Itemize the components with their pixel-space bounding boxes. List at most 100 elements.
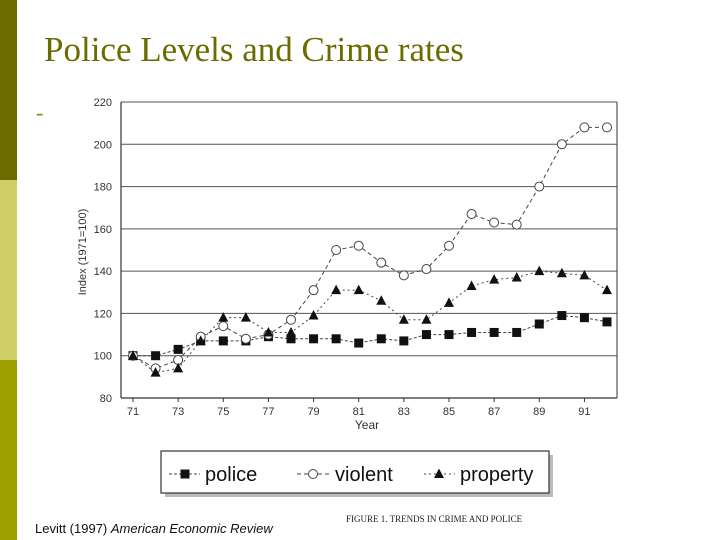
slide-title: Police Levels and Crime rates — [44, 30, 464, 69]
y-axis-title: Index (1971=100) — [77, 209, 89, 296]
data-point-violent — [308, 285, 319, 296]
x-tick-label: 81 — [353, 406, 365, 418]
y-tick-label: 100 — [94, 351, 112, 363]
data-point-property — [286, 326, 296, 337]
data-point-police — [309, 334, 319, 344]
legend-label-property: property — [460, 464, 533, 486]
data-point-violent — [534, 181, 545, 192]
citation-author: Levitt (1997) — [35, 521, 108, 536]
grid-lines — [121, 101, 617, 399]
legend-label-violent: violent — [335, 464, 393, 486]
side-bar-segment-middle — [0, 180, 17, 360]
data-point-police — [467, 327, 477, 337]
x-tick-label: 75 — [217, 406, 229, 418]
x-tick-label: 89 — [533, 406, 545, 418]
data-point-police — [602, 317, 612, 327]
data-point-police — [512, 327, 522, 337]
x-tick-label: 85 — [443, 406, 455, 418]
data-point-property — [466, 280, 477, 290]
data-point-property — [353, 284, 364, 295]
series-line-police — [133, 315, 608, 357]
data-point-property — [240, 312, 251, 322]
data-point-property — [128, 350, 138, 360]
data-point-property — [150, 367, 161, 377]
y-tick-label: 160 — [94, 224, 112, 236]
y-tick-label: 80 — [100, 393, 112, 405]
data-point-violent — [489, 217, 500, 228]
data-point-violent — [240, 333, 251, 344]
data-point-violent — [466, 209, 477, 220]
data-point-police — [557, 311, 567, 321]
x-tick-label: 83 — [398, 406, 410, 418]
data-point-violent — [353, 240, 364, 251]
y-tick-label: 120 — [94, 308, 112, 320]
data-point-police — [444, 330, 454, 340]
data-point-police — [331, 334, 341, 344]
data-point-property — [511, 271, 522, 282]
side-bar-segment-top — [0, 0, 17, 180]
data-point-violent — [556, 139, 567, 150]
data-point-property — [218, 312, 229, 322]
x-tick-label: 71 — [127, 406, 139, 418]
x-tick-label: 79 — [307, 406, 319, 418]
x-tick-label: 73 — [172, 406, 184, 418]
y-tick-label: 200 — [94, 139, 112, 151]
data-point-violent — [511, 219, 522, 230]
data-point-property — [556, 267, 567, 278]
data-point-police — [286, 334, 296, 344]
axes — [120, 102, 618, 402]
data-point-violent — [286, 314, 296, 325]
data-point-property — [398, 314, 409, 324]
data-point-property — [579, 269, 590, 280]
x-tick-label: 87 — [488, 406, 500, 418]
x-tick-label: 77 — [262, 406, 274, 418]
axis-labels: 80 100 120 140 160 180 200 220 71 73 75 77 79 81 83 85 8… — [77, 97, 591, 432]
data-point-violent — [398, 270, 409, 281]
data-point-violent — [218, 321, 229, 332]
legend-label-police: police — [205, 464, 257, 486]
series-line-violent — [132, 126, 607, 369]
citation: Levitt (1997) American Economic Review — [35, 521, 273, 536]
data-point-police — [534, 319, 544, 329]
data-point-property — [263, 326, 274, 337]
data-point-property — [602, 284, 612, 295]
data-point-police — [218, 336, 228, 346]
data-markers — [128, 122, 612, 377]
data-point-property — [534, 265, 545, 276]
series-lines — [132, 126, 608, 374]
data-point-police — [421, 330, 431, 340]
figure-caption: FIGURE 1. TRENDS IN CRIME AND POLICE — [346, 514, 523, 524]
data-point-violent — [376, 257, 387, 268]
data-point-police — [173, 344, 183, 354]
legend: police violent property — [160, 450, 553, 497]
citation-journal: American Economic Review — [110, 521, 273, 536]
data-point-violent — [444, 240, 454, 251]
legend-marker-property — [434, 468, 444, 478]
legend-marker-police — [180, 469, 190, 479]
side-bar-segment-bottom — [0, 360, 17, 540]
data-point-violent — [421, 264, 432, 275]
data-point-violent — [331, 245, 342, 255]
data-point-police — [376, 334, 386, 344]
data-point-violent — [602, 122, 612, 133]
legend-box — [160, 450, 550, 494]
legend-marker-violent — [308, 469, 318, 479]
data-point-police — [489, 327, 499, 337]
data-point-police — [399, 336, 409, 346]
data-point-police — [579, 313, 589, 323]
data-point-police — [151, 351, 161, 361]
data-point-police — [354, 338, 364, 348]
data-point-property — [444, 297, 454, 307]
data-point-property — [421, 314, 432, 324]
data-point-property — [308, 310, 319, 320]
bullet-marker: - — [36, 100, 44, 125]
y-tick-label: 180 — [94, 182, 112, 194]
data-point-property — [173, 362, 184, 373]
y-tick-label: 220 — [94, 97, 112, 109]
y-tick-label: 140 — [94, 266, 112, 278]
data-point-violent — [579, 122, 590, 133]
x-axis-title: Year — [355, 418, 379, 432]
data-point-property — [376, 295, 387, 305]
x-tick-label: 91 — [578, 406, 590, 418]
